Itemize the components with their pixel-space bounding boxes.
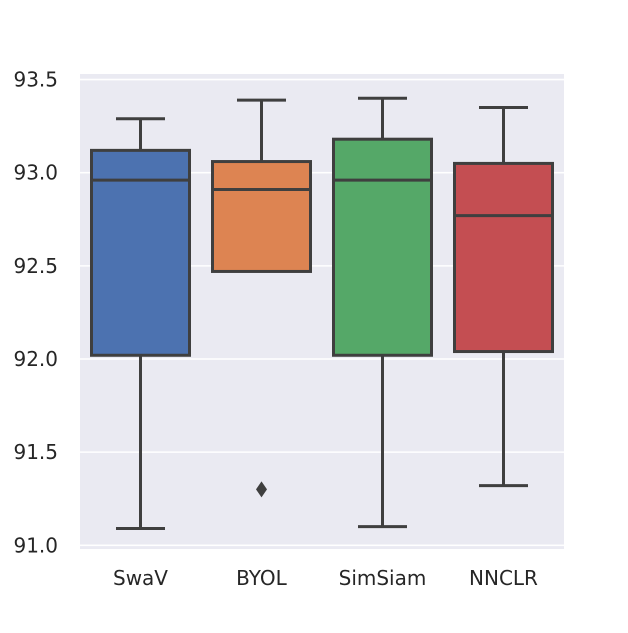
- y-tick-label: 93.5: [13, 68, 58, 92]
- x-tick-label: NNCLR: [469, 566, 538, 590]
- box-group: [453, 106, 554, 488]
- box-group: [332, 96, 433, 529]
- x-tick-label: SwaV: [113, 566, 168, 590]
- y-tick-label: 92.5: [13, 254, 58, 278]
- y-tick-label: 91.5: [13, 440, 58, 464]
- box-group: [90, 117, 191, 531]
- box-iqr: [332, 137, 433, 357]
- y-tick-label: 93.0: [13, 161, 58, 185]
- x-axis-ticks: SwaV BYOL SimSiam NNCLR: [113, 566, 538, 590]
- box-iqr: [90, 148, 191, 357]
- y-axis-ticks: 91.0 91.5 92.0 92.5 93.0 93.5: [13, 68, 58, 558]
- y-tick-label: 91.0: [13, 533, 58, 557]
- y-tick-label: 92.0: [13, 347, 58, 371]
- outlier-point: [256, 481, 267, 498]
- box-iqr: [453, 161, 554, 354]
- box-group: [211, 98, 312, 498]
- x-tick-label: SimSiam: [339, 566, 427, 590]
- x-tick-label: BYOL: [236, 566, 287, 590]
- box-iqr: [211, 160, 312, 273]
- boxes: [90, 96, 554, 531]
